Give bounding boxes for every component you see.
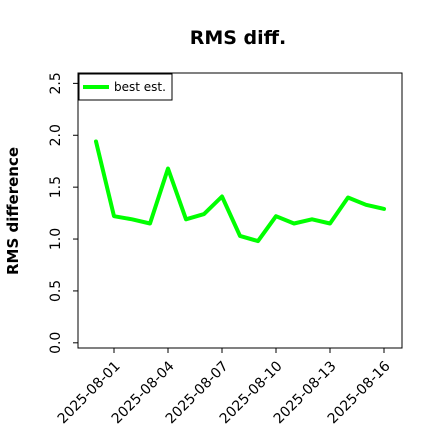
chart-title: RMS diff. — [190, 27, 287, 49]
data-point-0-11 — [293, 222, 295, 224]
data-point-0-1 — [113, 215, 115, 217]
legend: best est. — [78, 73, 173, 101]
y-tick-label-1: 0.5 — [48, 280, 64, 302]
y-tick-label-0: 0.0 — [48, 332, 64, 354]
data-point-0-5 — [185, 218, 187, 220]
data-point-0-7 — [221, 195, 223, 197]
y-tick-label-2: 1.0 — [48, 228, 64, 250]
legend-label: best est. — [114, 80, 166, 94]
plot-area: 0.00.51.01.52.02.52025-08-012025-08-0420… — [48, 72, 403, 427]
data-point-0-8 — [239, 235, 241, 237]
data-point-0-12 — [311, 218, 313, 220]
data-point-0-16 — [383, 208, 385, 210]
data-point-0-14 — [347, 197, 349, 199]
data-point-0-3 — [149, 222, 151, 224]
data-point-0-10 — [275, 215, 277, 217]
y-axis-label: RMS difference — [4, 147, 22, 275]
y-tick-label-4: 2.0 — [48, 124, 64, 146]
data-point-0-2 — [131, 218, 133, 220]
y-tick-label-3: 1.5 — [48, 176, 64, 198]
plot-frame — [77, 72, 403, 349]
data-point-0-13 — [329, 222, 331, 224]
series-line-0 — [94, 139, 386, 244]
data-point-0-4 — [167, 167, 169, 169]
y-tick-label-5: 2.5 — [48, 72, 64, 94]
data-point-0-6 — [203, 213, 205, 215]
data-point-0-0 — [95, 140, 97, 142]
data-point-0-15 — [365, 204, 367, 206]
data-point-0-9 — [257, 240, 259, 242]
